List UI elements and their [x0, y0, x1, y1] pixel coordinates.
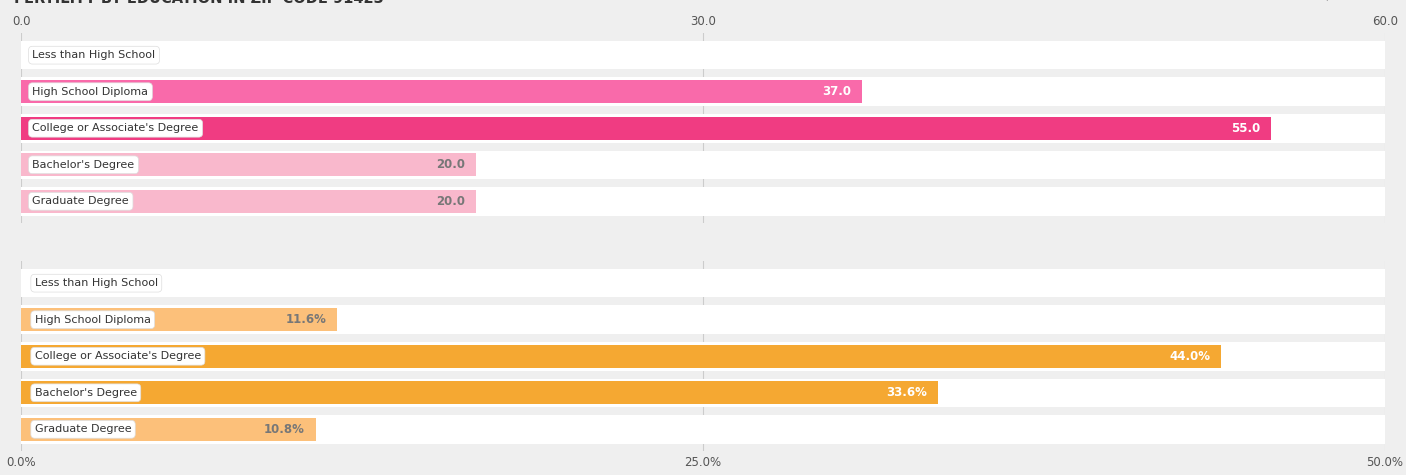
Text: Less than High School: Less than High School: [35, 278, 157, 288]
Text: College or Associate's Degree: College or Associate's Degree: [35, 351, 201, 361]
Text: 0.0%: 0.0%: [32, 276, 65, 290]
Text: 55.0: 55.0: [1232, 122, 1260, 135]
Bar: [21, 345, 1222, 368]
Bar: [21, 415, 1385, 444]
Text: 20.0: 20.0: [436, 195, 465, 208]
Text: 0.0: 0.0: [32, 48, 53, 62]
Bar: [21, 305, 1385, 334]
Text: College or Associate's Degree: College or Associate's Degree: [32, 123, 198, 133]
Bar: [21, 190, 475, 213]
Bar: [21, 187, 1385, 216]
Text: 33.6%: 33.6%: [886, 386, 927, 399]
Text: 10.8%: 10.8%: [264, 423, 305, 436]
Text: Bachelor's Degree: Bachelor's Degree: [32, 160, 135, 170]
Text: Graduate Degree: Graduate Degree: [35, 424, 131, 434]
Bar: [21, 269, 1385, 297]
Text: 20.0: 20.0: [436, 158, 465, 171]
Text: FERTILITY BY EDUCATION IN ZIP CODE 91423: FERTILITY BY EDUCATION IN ZIP CODE 91423: [14, 0, 384, 7]
Bar: [21, 381, 938, 404]
Text: Bachelor's Degree: Bachelor's Degree: [35, 388, 136, 398]
Bar: [21, 77, 1385, 106]
Text: Less than High School: Less than High School: [32, 50, 156, 60]
Bar: [21, 80, 862, 103]
Text: Source: ZipAtlas.com: Source: ZipAtlas.com: [1274, 0, 1385, 1]
Bar: [21, 379, 1385, 407]
Bar: [21, 41, 1385, 69]
Text: 37.0: 37.0: [823, 85, 851, 98]
Bar: [21, 117, 1271, 140]
Text: High School Diploma: High School Diploma: [32, 87, 149, 97]
Text: 11.6%: 11.6%: [285, 313, 326, 326]
Bar: [21, 153, 475, 176]
Text: Graduate Degree: Graduate Degree: [32, 196, 129, 206]
Bar: [21, 114, 1385, 142]
Bar: [21, 342, 1385, 370]
Bar: [21, 418, 316, 441]
Bar: [21, 308, 337, 331]
Text: High School Diploma: High School Diploma: [35, 315, 150, 325]
Bar: [21, 151, 1385, 179]
Text: 44.0%: 44.0%: [1170, 350, 1211, 363]
